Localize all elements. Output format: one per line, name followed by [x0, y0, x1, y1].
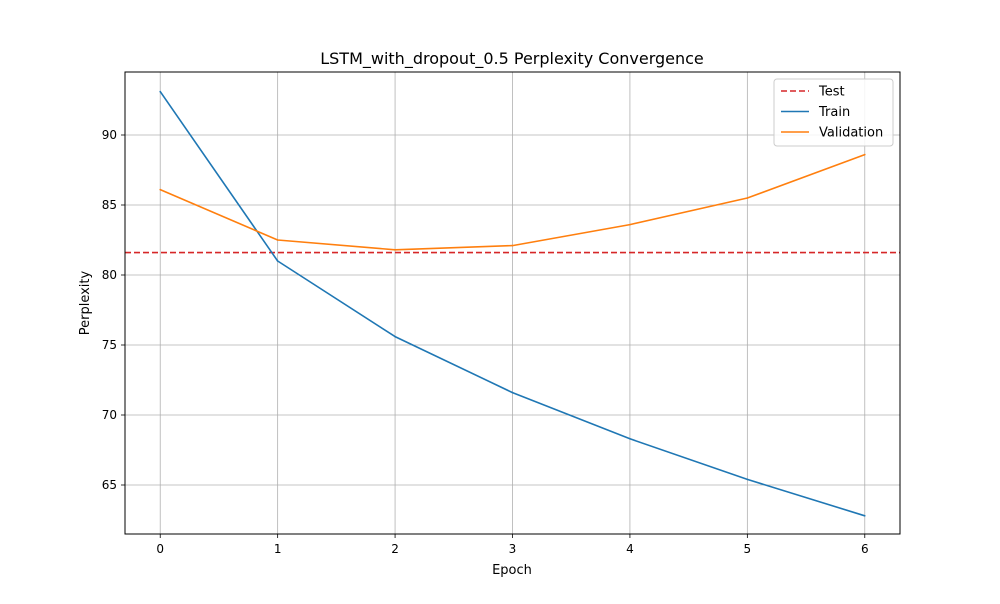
- y-tick-label: 75: [102, 338, 117, 352]
- x-tick-label: 6: [861, 542, 869, 556]
- legend-label-test: Test: [818, 85, 845, 100]
- x-tick-label: 0: [156, 542, 164, 556]
- y-tick-label: 85: [102, 198, 117, 212]
- series-layer: [159, 90, 866, 517]
- data-point-validation: [276, 239, 279, 241]
- data-point-validation: [746, 197, 749, 199]
- chart-title: LSTM_with_dropout_0.5 Perplexity Converg…: [320, 49, 704, 69]
- x-axis-label: Epoch: [492, 563, 532, 578]
- y-axis-label: Perplexity: [78, 270, 93, 335]
- data-point-train: [629, 438, 631, 440]
- data-point-train: [746, 478, 749, 481]
- data-point-train: [276, 260, 279, 262]
- legend-box: [773, 78, 894, 147]
- x-tick-label: 3: [509, 542, 517, 556]
- legend-label-validation: Validation: [819, 126, 883, 141]
- grid-layer: [125, 72, 900, 534]
- legend: Test Train Validation: [773, 78, 894, 147]
- y-tick-label: 90: [102, 128, 117, 142]
- data-point-validation: [863, 153, 866, 156]
- data-point-validation: [511, 244, 514, 247]
- axis-layer: 0 1 2 3 4 5 6 65 70 75 80 85 90: [102, 128, 869, 556]
- legend-items: Test Train Validation: [781, 85, 883, 141]
- x-tick-label: 2: [391, 542, 399, 556]
- x-tick-label: 4: [626, 542, 634, 556]
- data-point-train: [863, 515, 866, 517]
- data-point-train: [159, 90, 162, 93]
- data-point-validation: [394, 249, 396, 251]
- y-tick-label: 80: [102, 268, 117, 282]
- data-point-train: [511, 391, 514, 394]
- data-point-validation: [629, 223, 631, 226]
- x-tick-label: 5: [744, 542, 752, 556]
- y-tick-label: 70: [102, 408, 117, 422]
- data-point-train: [394, 335, 396, 338]
- x-tick-label: 1: [274, 542, 282, 556]
- data-point-validation: [159, 188, 162, 191]
- y-tick-label: 65: [102, 478, 117, 492]
- legend-label-train: Train: [818, 105, 850, 120]
